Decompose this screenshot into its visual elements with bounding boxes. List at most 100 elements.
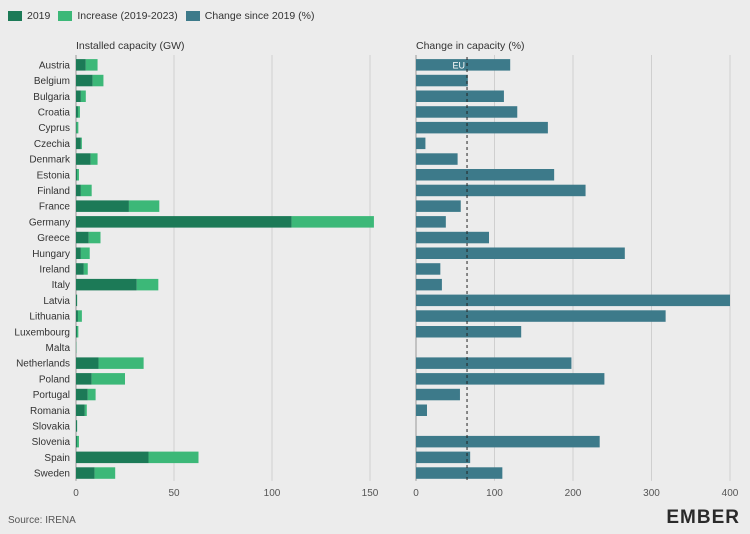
bar-increase xyxy=(98,357,144,369)
bar-2019 xyxy=(76,263,84,275)
category-label: Poland xyxy=(39,374,70,385)
bar-increase xyxy=(76,121,79,134)
bar-change-pct xyxy=(416,435,600,448)
category-label: Finland xyxy=(37,186,70,197)
category-label: Malta xyxy=(46,343,71,354)
legend-item-2019: 2019 xyxy=(8,10,50,22)
legend-swatch-increase xyxy=(58,11,73,21)
bar-2019 xyxy=(76,373,92,385)
bar-change-pct xyxy=(416,59,511,71)
bar-increase xyxy=(80,90,86,102)
bar-2019 xyxy=(76,294,77,307)
bar-increase xyxy=(91,373,125,385)
bar-2019 xyxy=(76,404,85,416)
category-label: Denmark xyxy=(29,155,71,166)
bar-change-pct xyxy=(416,231,490,244)
bar-2019 xyxy=(76,59,86,71)
bar-2019 xyxy=(76,137,81,150)
category-label: Netherlands xyxy=(16,359,70,370)
category-label: Slovakia xyxy=(32,421,70,432)
bar-2019 xyxy=(76,153,91,165)
bar-change-pct xyxy=(416,326,522,338)
bar-change-pct xyxy=(416,357,572,369)
category-label: Cyprus xyxy=(38,123,70,134)
right-x-tick-label: 100 xyxy=(486,488,503,499)
category-label: Germany xyxy=(29,217,70,228)
legend: 2019 Increase (2019-2023) Change since 2… xyxy=(8,8,323,24)
bar-change-pct xyxy=(416,467,503,479)
left-x-tick-label: 100 xyxy=(264,488,281,499)
bar-2019 xyxy=(76,184,81,197)
bar-change-pct xyxy=(416,404,427,416)
bar-increase xyxy=(136,278,159,291)
category-label: Estonia xyxy=(37,170,71,181)
category-label: Croatia xyxy=(38,107,71,118)
legend-label-2019: 2019 xyxy=(27,10,51,22)
bar-2019 xyxy=(76,247,81,259)
bar-2019 xyxy=(76,420,77,432)
right-chart-title: Change in capacity (%) xyxy=(416,40,525,52)
category-label: Spain xyxy=(44,453,70,464)
right-x-tick-label: 200 xyxy=(565,488,582,499)
bar-increase xyxy=(76,326,79,338)
bar-change-pct xyxy=(416,184,586,197)
bar-2019 xyxy=(76,90,81,102)
bar-2019 xyxy=(76,121,77,134)
category-label: Belgium xyxy=(34,76,70,87)
category-label: France xyxy=(39,202,71,213)
legend-item-increase: Increase (2019-2023) xyxy=(58,10,178,22)
category-label: Latvia xyxy=(43,296,70,307)
right-x-tick-label: 400 xyxy=(722,488,739,499)
category-label: Ireland xyxy=(39,264,70,275)
bar-change-pct xyxy=(416,278,442,291)
left-x-tick-label: 150 xyxy=(362,488,379,499)
bar-change-pct xyxy=(416,169,555,181)
bar-increase xyxy=(77,310,82,322)
bar-change-pct xyxy=(416,294,730,307)
bar-change-pct xyxy=(416,90,504,102)
left-x-tick-label: 0 xyxy=(73,488,79,499)
bar-2019 xyxy=(76,106,78,118)
bar-increase xyxy=(148,451,199,464)
bar-increase xyxy=(80,247,90,259)
bar-2019 xyxy=(76,278,137,291)
right-x-tick-label: 0 xyxy=(413,488,419,499)
bar-increase xyxy=(76,435,79,448)
ember-logo: EMBER xyxy=(666,507,740,528)
source-note: Source: IRENA xyxy=(8,515,76,526)
bar-increase xyxy=(128,200,160,212)
bar-change-pct xyxy=(416,310,666,322)
bar-change-pct xyxy=(416,200,461,212)
legend-item-change: Change since 2019 (%) xyxy=(185,10,315,22)
bar-change-pct xyxy=(416,74,468,87)
bar-change-pct xyxy=(416,373,605,385)
eu-average-label: EU xyxy=(453,60,466,70)
category-label: Sweden xyxy=(34,469,70,480)
bar-change-pct xyxy=(416,263,441,275)
category-label: Slovenia xyxy=(32,437,71,448)
bar-change-pct xyxy=(416,153,458,165)
category-label: Austria xyxy=(39,60,71,71)
category-label: Luxembourg xyxy=(14,327,70,338)
category-label: Portugal xyxy=(33,390,70,401)
bar-increase xyxy=(80,184,92,197)
bar-2019 xyxy=(76,451,149,464)
bar-change-pct xyxy=(416,121,548,134)
bar-2019 xyxy=(76,326,77,338)
bar-increase xyxy=(84,404,87,416)
bar-increase xyxy=(94,467,116,479)
right-x-tick-label: 300 xyxy=(643,488,660,499)
bar-change-pct xyxy=(416,137,426,150)
bar-increase xyxy=(88,231,101,244)
category-label: Lithuania xyxy=(29,312,70,323)
legend-label-increase: Increase (2019-2023) xyxy=(77,10,178,22)
bar-2019 xyxy=(76,74,93,87)
bar-change-pct xyxy=(416,216,446,228)
left-chart-title: Installed capacity (GW) xyxy=(76,40,185,52)
bar-increase xyxy=(76,169,79,181)
bar-change-pct xyxy=(416,451,471,464)
bar-2019 xyxy=(76,435,77,448)
bar-2019 xyxy=(76,388,88,401)
bar-increase xyxy=(291,216,374,228)
